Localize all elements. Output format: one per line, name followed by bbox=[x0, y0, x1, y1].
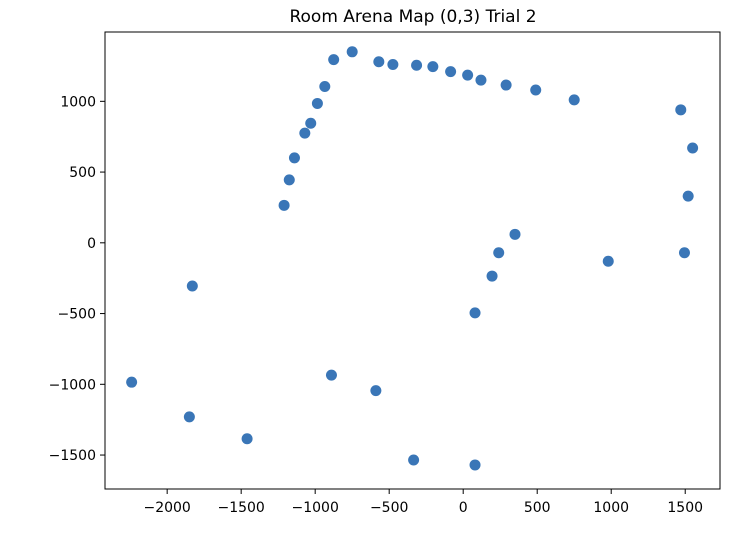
scatter-point bbox=[469, 307, 481, 319]
scatter-point bbox=[682, 190, 694, 202]
y-tick-label: −500 bbox=[58, 307, 96, 323]
scatter-point bbox=[427, 61, 439, 73]
scatter-point bbox=[299, 127, 311, 139]
x-tick-label: −2000 bbox=[143, 500, 190, 516]
scatter-point bbox=[475, 74, 487, 86]
scatter-point bbox=[445, 66, 457, 78]
scatter-point bbox=[493, 247, 505, 259]
scatter-point bbox=[675, 104, 687, 116]
scatter-point bbox=[283, 174, 295, 186]
y-tick-label: 0 bbox=[87, 236, 96, 252]
scatter-point bbox=[530, 84, 542, 96]
scatter-point bbox=[687, 142, 699, 154]
x-tick-label: 1500 bbox=[667, 500, 703, 516]
x-tick-label: 500 bbox=[524, 500, 551, 516]
scatter-point bbox=[411, 59, 423, 71]
y-tick-label: 1000 bbox=[60, 94, 96, 110]
x-tick-label: 0 bbox=[459, 500, 468, 516]
y-tick-label: −1500 bbox=[49, 448, 96, 464]
scatter-point bbox=[346, 46, 358, 58]
scatter-point bbox=[486, 270, 498, 282]
scatter-point bbox=[278, 199, 290, 211]
scatter-point bbox=[500, 79, 512, 91]
x-tick-label: −1500 bbox=[217, 500, 264, 516]
scatter-point bbox=[126, 376, 138, 388]
x-tick-label: −1000 bbox=[292, 500, 339, 516]
chart-title: Room Arena Map (0,3) Trial 2 bbox=[289, 7, 536, 27]
scatter-point bbox=[311, 97, 323, 109]
scatter-point bbox=[678, 247, 690, 259]
scatter-point bbox=[462, 69, 474, 81]
scatter-point bbox=[408, 454, 420, 466]
scatter-point bbox=[186, 280, 198, 292]
scatter-point bbox=[509, 228, 521, 240]
x-tick-label: 1000 bbox=[593, 500, 629, 516]
scatter-point bbox=[305, 117, 317, 129]
y-axis: −1500 −1000 −500 0 500 1000 bbox=[49, 94, 105, 464]
scatter-point bbox=[469, 459, 481, 471]
axes-frame bbox=[104, 31, 721, 490]
scatter-point bbox=[373, 56, 385, 68]
scatter-point bbox=[325, 369, 337, 381]
scatter-point bbox=[288, 152, 300, 164]
scatter-point bbox=[328, 54, 340, 66]
scatter-point bbox=[568, 94, 580, 106]
scatter-point bbox=[370, 385, 382, 397]
x-axis: −2000 −1500 −1000 −500 0 500 1000 1500 bbox=[143, 489, 703, 516]
y-tick-label: 500 bbox=[69, 165, 96, 181]
scatter-point bbox=[319, 80, 331, 92]
scatter-point bbox=[602, 255, 614, 267]
y-tick-label: −1000 bbox=[49, 377, 96, 393]
scatter-point bbox=[241, 433, 253, 445]
x-tick-label: −500 bbox=[370, 500, 408, 516]
scatter-point bbox=[183, 411, 195, 423]
scatter-point bbox=[387, 59, 399, 71]
data-points bbox=[126, 46, 699, 471]
